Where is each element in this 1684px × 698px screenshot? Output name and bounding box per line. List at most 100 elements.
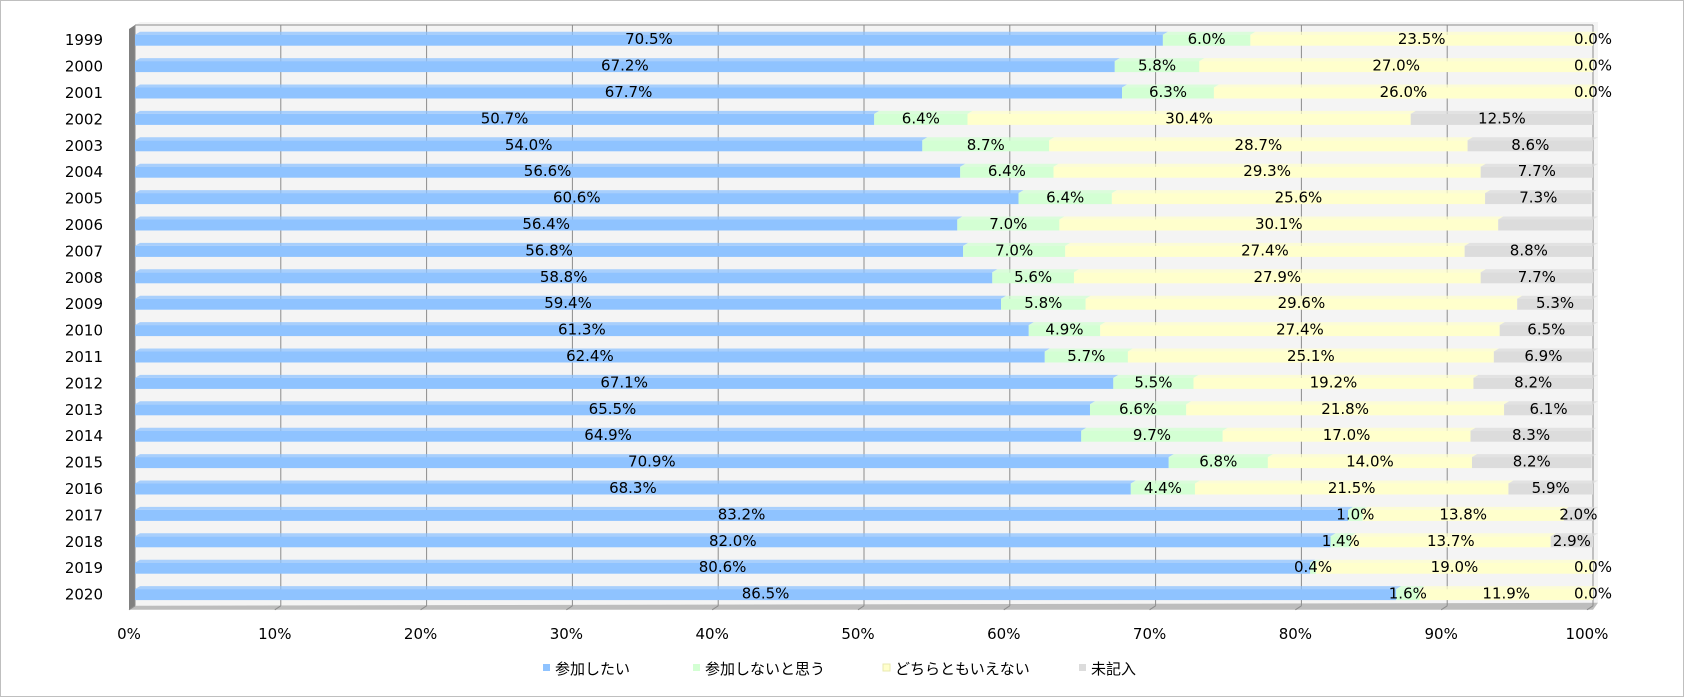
bar-segment-top (1471, 454, 1597, 458)
data-label: 6.4% (1046, 189, 1084, 207)
bar-segment-top (135, 401, 1095, 405)
data-label: 70.9% (628, 453, 676, 471)
data-label: 28.7% (1235, 136, 1283, 154)
data-label: 30.4% (1165, 109, 1213, 127)
bar-segment-top (1485, 190, 1597, 194)
y-tick-label: 2016 (65, 480, 103, 498)
data-label: 9.7% (1133, 426, 1171, 444)
data-label: 25.1% (1287, 347, 1335, 365)
gridline-floor (711, 605, 719, 611)
bar-segment-top (1213, 84, 1598, 88)
legend-swatch (882, 663, 891, 672)
y-tick-label: 2005 (65, 190, 103, 208)
y-tick-label: 2010 (65, 322, 103, 340)
bar-segment-top (135, 586, 1402, 590)
data-label: 61.3% (558, 321, 606, 339)
data-label: 4.9% (1045, 321, 1083, 339)
y-tick-label: 2012 (65, 374, 103, 392)
bar-segment (1114, 61, 1200, 73)
bar-segment-top (963, 242, 1071, 246)
bar-segment-top (1168, 454, 1273, 458)
bar-segment-top (1049, 137, 1473, 141)
bar-segment (1470, 430, 1592, 442)
bar-segment-top (1467, 137, 1598, 141)
bar-segment-top (1085, 295, 1523, 299)
bar-segment (1498, 219, 1593, 231)
x-tick-label: 80% (1279, 625, 1312, 643)
bar-segment-top (135, 427, 1087, 431)
x-tick-label: 70% (1133, 625, 1166, 643)
data-label: 0.0% (1574, 30, 1612, 48)
data-label: 5.9% (1532, 479, 1570, 497)
data-label: 1.4% (1322, 532, 1360, 550)
data-label: 21.5% (1328, 479, 1376, 497)
bar-segment (922, 140, 1050, 152)
bar-segment-top (1517, 295, 1598, 299)
bar-segment (1089, 404, 1187, 416)
gridline-floor (1586, 605, 1594, 611)
y-tick-label: 2019 (65, 559, 103, 577)
left-wall (129, 25, 135, 610)
bar-segment-top (1550, 533, 1598, 537)
bar-segment (1315, 562, 1593, 574)
data-label: 21.8% (1321, 400, 1369, 418)
bar-segment (1480, 166, 1593, 178)
data-label: 19.0% (1431, 558, 1479, 576)
bar-segment-top (135, 506, 1354, 510)
data-label: 6.4% (902, 109, 940, 127)
data-label: 29.3% (1243, 162, 1291, 180)
bar-segment (1508, 483, 1593, 495)
bar-segment (1563, 509, 1593, 521)
bar-segment-top (135, 348, 1050, 352)
bar-segment (1053, 166, 1481, 178)
bar-segment-top (1130, 480, 1200, 484)
bar-segment (1485, 193, 1592, 205)
x-tick-label: 0% (117, 625, 141, 643)
bar-segment-top (135, 374, 1119, 378)
data-label: 5.5% (1134, 373, 1172, 391)
data-label: 7.7% (1518, 162, 1556, 180)
bar-segment (1473, 377, 1593, 389)
bar-segment-top (1499, 322, 1598, 326)
bar-segment (1550, 536, 1593, 548)
bar-segment-top (1250, 31, 1598, 35)
bar-segment-top (1508, 480, 1598, 484)
bar-segment-top (1473, 374, 1598, 378)
bar-segment-top (1100, 322, 1505, 326)
bar-segment-top (1186, 401, 1510, 405)
data-label: 80.6% (699, 558, 747, 576)
data-label: 7.3% (1519, 189, 1557, 207)
data-label: 67.2% (601, 57, 649, 75)
data-label: 19.2% (1310, 373, 1358, 391)
bar-segment (960, 166, 1054, 178)
axes: 0% 10% 20% 30% 40% 50% 60% 70% 80% 90% 100% 1999 200… (65, 31, 1609, 643)
data-label: 68.3% (609, 479, 657, 497)
bar-segment (1130, 483, 1195, 495)
bar-segment-top (1504, 401, 1598, 405)
bar-segment (1194, 483, 1509, 495)
data-label: 8.6% (1511, 136, 1549, 154)
data-label: 8.8% (1510, 241, 1548, 259)
bar-segment-top (1498, 216, 1598, 220)
bar-segment (1127, 351, 1494, 363)
bar-segment (135, 193, 1019, 205)
y-tick-label: 2000 (65, 58, 103, 76)
bar-segment-top (1410, 110, 1598, 114)
bar-segment-top (135, 216, 963, 220)
bar-segment (135, 562, 1311, 574)
bar-segment (135, 87, 1123, 99)
bar-segment-top (1315, 559, 1598, 563)
bar-segment (1362, 509, 1564, 521)
bar-segment (1348, 509, 1363, 521)
bar-segment (1499, 325, 1593, 337)
bar-segment-top (957, 216, 1065, 220)
data-label: 82.0% (709, 532, 757, 550)
data-label: 58.8% (540, 268, 588, 286)
data-label: 27.0% (1372, 57, 1420, 75)
bar-segment-top (1113, 374, 1199, 378)
data-label: 86.5% (742, 585, 790, 603)
data-label: 6.6% (1119, 400, 1157, 418)
y-tick-label: 2018 (65, 533, 103, 551)
data-label: 6.1% (1529, 400, 1567, 418)
x-tick-label: 50% (841, 625, 874, 643)
